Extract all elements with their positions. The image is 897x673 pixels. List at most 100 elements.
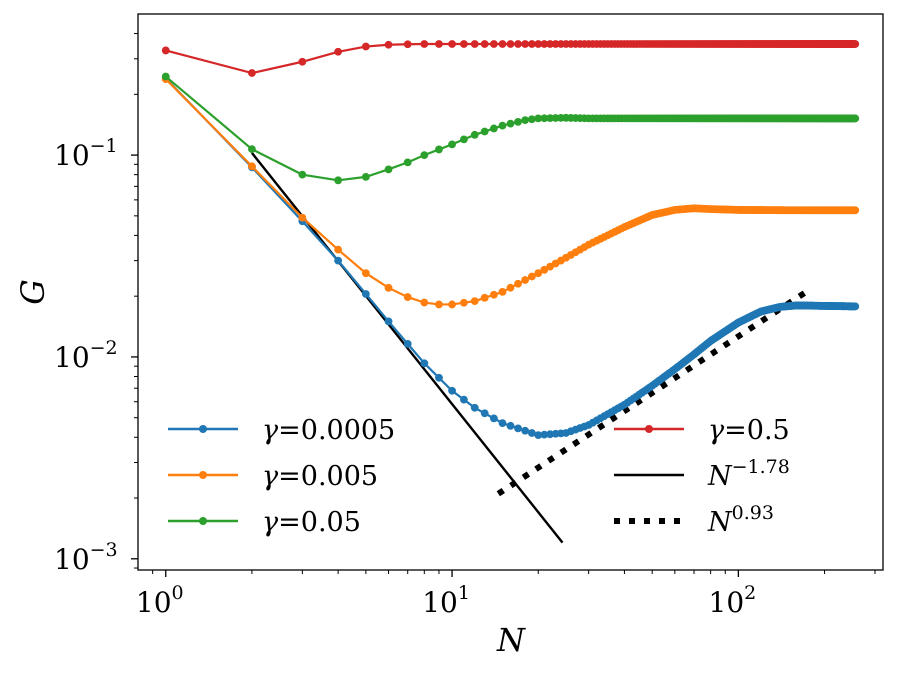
data-point (540, 430, 549, 439)
data-point (527, 115, 536, 124)
data-point (448, 386, 456, 395)
data-point (534, 114, 543, 123)
legend-label: γ=0.05 (262, 507, 361, 538)
data-point (498, 40, 507, 48)
data-point (490, 40, 498, 48)
legend-label: N0.93 (707, 502, 774, 538)
x-tick-label: 100 (136, 582, 184, 619)
data-point (514, 40, 522, 48)
legend-marker (199, 517, 207, 525)
data-point (420, 151, 429, 159)
data-point (334, 47, 343, 56)
data-point (460, 40, 468, 48)
data-point (448, 40, 456, 48)
x-tick-label: 101 (422, 582, 470, 619)
legend-label: γ=0.5 (708, 415, 790, 446)
data-point (851, 302, 860, 311)
data-point (480, 127, 489, 136)
series-4 (161, 40, 860, 77)
data-point (480, 293, 489, 302)
plot-area (161, 40, 860, 544)
data-point (498, 121, 507, 130)
data-point (521, 116, 530, 125)
data-point (546, 114, 554, 123)
data-point (435, 40, 443, 48)
data-point (521, 276, 530, 284)
data-point (506, 119, 515, 128)
data-point (540, 40, 549, 48)
data-point (248, 162, 256, 171)
x-tick-label: 102 (709, 582, 757, 619)
y-axis: 10−3 10−2 10−1 (54, 33, 138, 576)
data-point (460, 395, 468, 404)
legend-item-3: γ=0.05 (168, 507, 361, 538)
data-point (361, 290, 370, 298)
data-point (470, 40, 479, 48)
data-point (384, 165, 393, 174)
data-point (521, 426, 530, 435)
legend-marker (645, 425, 653, 433)
data-point (490, 414, 498, 423)
data-point (527, 40, 536, 48)
y-tick-label: 10−3 (54, 539, 118, 576)
legend-marker (199, 471, 207, 479)
data-point (248, 69, 256, 77)
data-point (384, 317, 393, 326)
legend: γ=0.0005 γ=0.005 γ=0.05 γ=0.5 N−1.78 N0.93 (168, 415, 790, 538)
data-point (534, 40, 543, 48)
data-point (527, 272, 536, 281)
data-point (851, 114, 860, 123)
data-point (534, 431, 543, 439)
data-point (403, 158, 412, 167)
data-point (534, 269, 543, 278)
data-point (361, 269, 370, 278)
data-point (851, 40, 860, 48)
data-point (540, 114, 549, 123)
data-point (527, 429, 536, 437)
data-point (334, 176, 343, 185)
data-point (480, 40, 489, 48)
data-point (506, 40, 515, 48)
data-point (334, 245, 343, 254)
data-point (540, 265, 549, 274)
data-point (248, 145, 256, 154)
data-point (420, 359, 429, 368)
data-point (480, 409, 489, 418)
legend-marker (199, 425, 207, 433)
data-point (334, 256, 343, 265)
data-point (403, 40, 412, 49)
data-point (298, 170, 307, 179)
axes-frame (137, 13, 884, 571)
data-point (420, 298, 429, 307)
data-point (161, 46, 170, 55)
data-point (384, 40, 393, 49)
legend-label: γ=0.0005 (262, 415, 395, 446)
legend-item-2: γ=0.005 (168, 461, 378, 492)
y-tick-label: 10−2 (54, 337, 118, 374)
data-point (498, 419, 507, 428)
data-point (448, 140, 456, 149)
series-3 (161, 72, 860, 185)
series-1 (161, 74, 860, 439)
data-point (298, 213, 307, 222)
data-point (521, 40, 530, 48)
data-point (403, 293, 412, 301)
legend-item-4: γ=0.5 (614, 415, 790, 446)
data-point (435, 145, 443, 154)
data-point (161, 72, 170, 81)
data-point (546, 40, 554, 48)
data-point (361, 172, 370, 181)
legend-item-fit-1: N−1.78 (614, 456, 790, 492)
data-point (460, 298, 468, 307)
fit-line-N^0.93 (496, 286, 812, 497)
data-point (403, 339, 412, 348)
data-point (435, 300, 443, 309)
x-axis-label: N (496, 621, 526, 659)
legend-item-1: γ=0.0005 (168, 415, 395, 446)
y-tick-label: 10−1 (54, 135, 118, 172)
data-point (470, 130, 479, 139)
series-2 (161, 75, 860, 309)
data-point (490, 124, 498, 133)
legend-label: γ=0.005 (262, 461, 378, 492)
